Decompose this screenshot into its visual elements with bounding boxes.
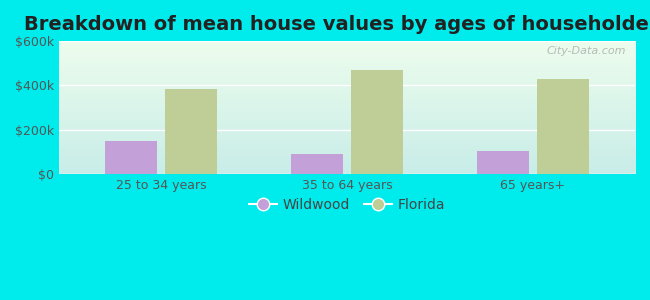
Bar xyxy=(477,151,529,174)
Bar xyxy=(536,79,588,174)
Bar xyxy=(105,141,157,174)
Bar xyxy=(165,89,217,174)
Title: Breakdown of mean house values by ages of householders: Breakdown of mean house values by ages o… xyxy=(24,15,650,34)
Legend: Wildwood, Florida: Wildwood, Florida xyxy=(244,193,450,218)
Bar xyxy=(351,70,403,174)
Text: City-Data.com: City-Data.com xyxy=(547,46,627,56)
Bar xyxy=(291,154,343,174)
